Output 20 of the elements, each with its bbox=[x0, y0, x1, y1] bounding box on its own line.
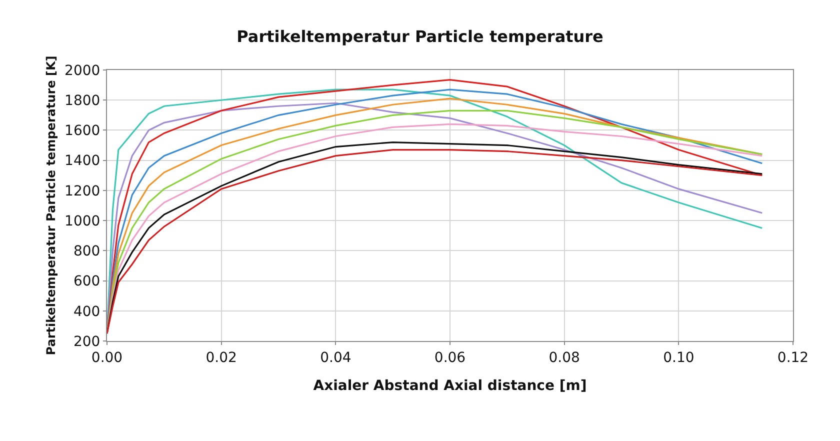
chart-title: Partikeltemperatur Particle temperature bbox=[236, 27, 604, 46]
y-axis-title: Partikeltemperatur Particle temperature [K] bbox=[44, 56, 58, 356]
x-axis-title: Axialer Abstand Axial distance [m] bbox=[313, 378, 587, 394]
x-tick-label: 0.04 bbox=[320, 350, 352, 366]
y-tick-label: 1200 bbox=[64, 183, 100, 200]
y-tick-label: 400 bbox=[73, 304, 100, 320]
y-tick-label: 800 bbox=[73, 244, 100, 260]
x-tick-label: 0.00 bbox=[91, 350, 123, 366]
y-tick-label: 1000 bbox=[64, 213, 100, 230]
y-tick-label: 1800 bbox=[64, 93, 100, 110]
x-tick-label: 0.10 bbox=[663, 350, 694, 366]
x-tick-label: 0.02 bbox=[206, 350, 237, 366]
y-tick-label: 1600 bbox=[64, 123, 100, 140]
y-tick-label: 200 bbox=[73, 334, 100, 350]
y-tick-label: 600 bbox=[73, 274, 100, 290]
y-tick-label: 1400 bbox=[64, 153, 100, 170]
x-tick-label: 0.06 bbox=[434, 350, 466, 366]
x-tick-label: 0.08 bbox=[548, 350, 580, 366]
y-tick-label: 2000 bbox=[64, 62, 100, 79]
x-tick-label: 0.12 bbox=[777, 350, 809, 366]
